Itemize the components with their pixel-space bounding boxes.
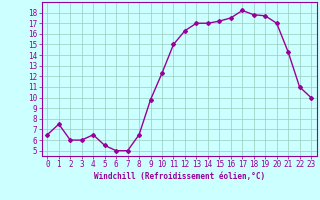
X-axis label: Windchill (Refroidissement éolien,°C): Windchill (Refroidissement éolien,°C) — [94, 172, 265, 181]
